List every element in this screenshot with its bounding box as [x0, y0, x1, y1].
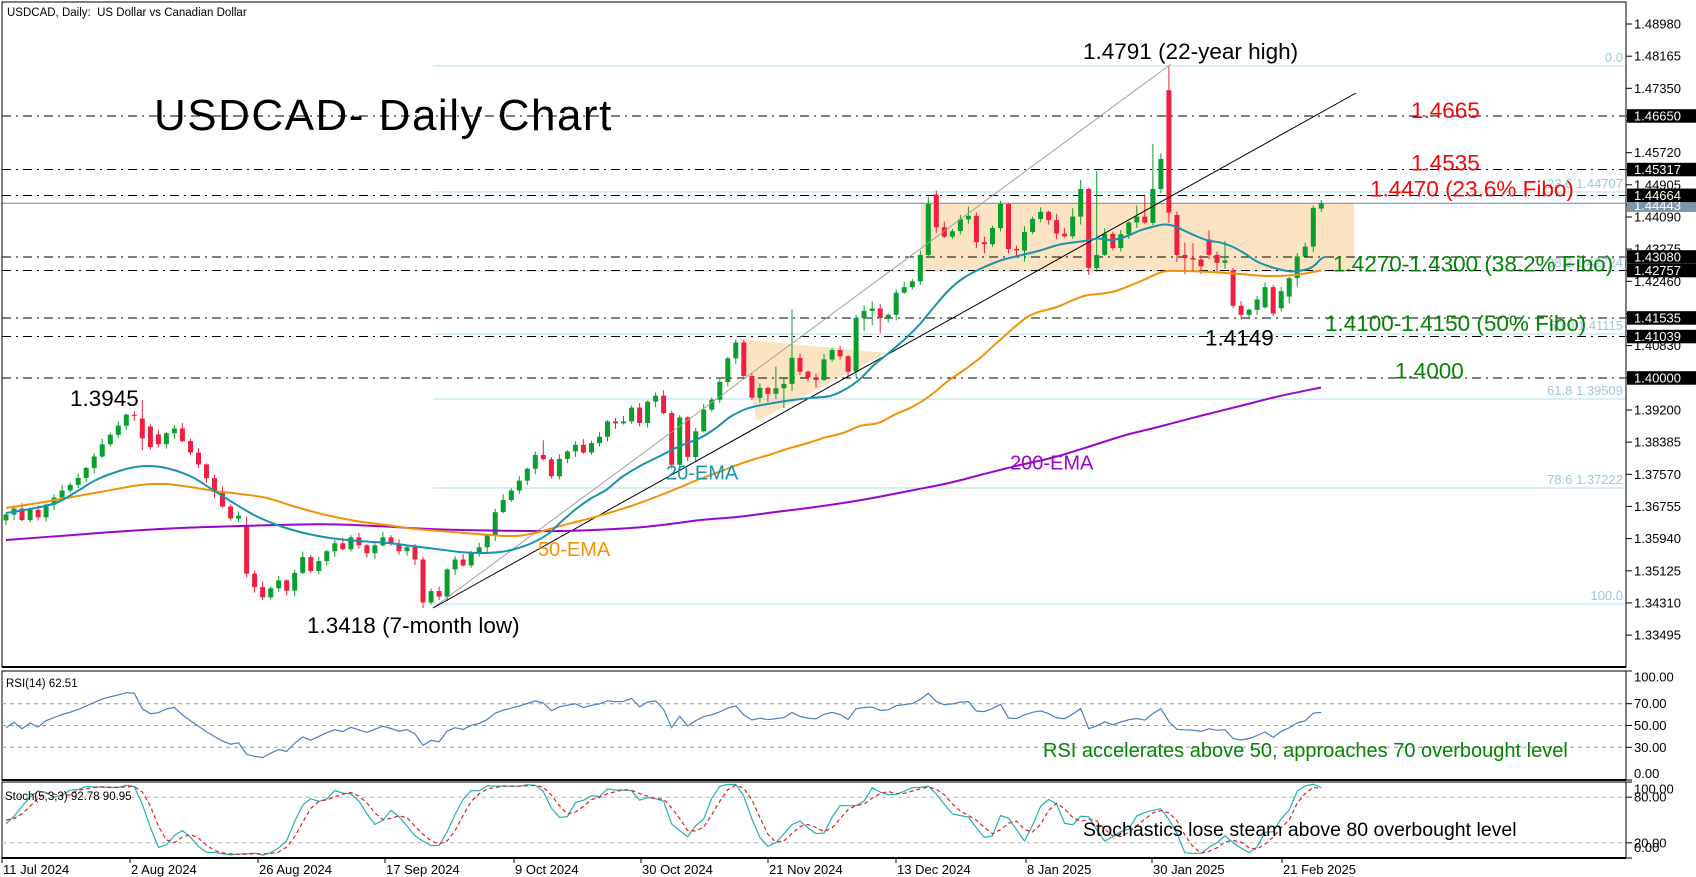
svg-text:1.4149: 1.4149 — [1205, 326, 1274, 351]
svg-text:23.6 1.44707: 23.6 1.44707 — [1547, 176, 1623, 191]
svg-text:11 Jul 2024: 11 Jul 2024 — [3, 862, 69, 877]
svg-text:0.00: 0.00 — [1634, 840, 1659, 855]
svg-text:0.0: 0.0 — [1605, 50, 1623, 65]
svg-text:1.47350: 1.47350 — [1634, 81, 1681, 96]
svg-text:1.4535: 1.4535 — [1411, 151, 1480, 176]
svg-text:100.00: 100.00 — [1634, 670, 1674, 685]
svg-text:1.35125: 1.35125 — [1634, 563, 1681, 578]
svg-text:1.4000: 1.4000 — [1395, 359, 1464, 384]
svg-text:200-EMA: 200-EMA — [1010, 453, 1094, 475]
svg-text:8 Jan 2025: 8 Jan 2025 — [1027, 862, 1091, 877]
svg-text:USDCAD- Daily Chart: USDCAD- Daily Chart — [154, 91, 613, 140]
svg-text:26 Aug 2024: 26 Aug 2024 — [259, 862, 332, 877]
svg-text:20-EMA: 20-EMA — [666, 463, 739, 485]
svg-text:9 Oct 2024: 9 Oct 2024 — [515, 862, 579, 877]
svg-text:13 Dec 2024: 13 Dec 2024 — [897, 862, 971, 877]
svg-text:50-EMA: 50-EMA — [538, 539, 611, 561]
svg-text:1.45720: 1.45720 — [1634, 145, 1681, 160]
svg-text:1.3945: 1.3945 — [70, 386, 139, 411]
svg-text:1.39200: 1.39200 — [1634, 403, 1681, 418]
svg-text:Stoch(5,3,3) 92.78 90.95: Stoch(5,3,3) 92.78 90.95 — [5, 791, 132, 803]
svg-text:Stochastics lose steam above 8: Stochastics lose steam above 80 overboug… — [1083, 819, 1517, 841]
svg-text:1.48165: 1.48165 — [1634, 49, 1681, 64]
svg-text:RSI accelerates above 50, appr: RSI accelerates above 50, approaches 70 … — [1043, 740, 1568, 762]
svg-text:30 Jan 2025: 30 Jan 2025 — [1153, 862, 1225, 877]
svg-text:78.6 1.37222: 78.6 1.37222 — [1547, 472, 1623, 487]
svg-text:1.46650: 1.46650 — [1634, 109, 1681, 124]
svg-text:1.40000: 1.40000 — [1634, 371, 1681, 386]
svg-text:1.41535: 1.41535 — [1634, 311, 1681, 326]
svg-text:1.37570: 1.37570 — [1634, 467, 1681, 482]
svg-text:100.00: 100.00 — [1634, 782, 1674, 797]
svg-text:70.00: 70.00 — [1634, 696, 1667, 711]
svg-text:1.45317: 1.45317 — [1634, 162, 1681, 177]
svg-text:1.4270-1.4300 (38.2% Fibo): 1.4270-1.4300 (38.2% Fibo) — [1333, 252, 1613, 277]
svg-text:80.00: 80.00 — [1634, 790, 1667, 805]
svg-text:50.00: 50.00 — [1634, 718, 1667, 733]
svg-text:30.00: 30.00 — [1634, 740, 1667, 755]
svg-text:61.8 1.39509: 61.8 1.39509 — [1547, 383, 1623, 398]
svg-text:38.2 1.42724: 38.2 1.42724 — [1547, 255, 1623, 270]
svg-text:1.48980: 1.48980 — [1634, 17, 1681, 32]
svg-text:1.4791 (22-year high): 1.4791 (22-year high) — [1083, 39, 1298, 64]
svg-text:20.00: 20.00 — [1634, 835, 1667, 850]
svg-text:21 Nov 2024: 21 Nov 2024 — [769, 862, 843, 877]
svg-text:1.44090: 1.44090 — [1634, 210, 1681, 225]
svg-text:1.4100-1.4150 (50% Fibo): 1.4100-1.4150 (50% Fibo) — [1325, 311, 1586, 336]
svg-text:1.44905: 1.44905 — [1634, 177, 1681, 192]
svg-text:100.0: 100.0 — [1590, 588, 1623, 603]
svg-text:1.43080: 1.43080 — [1634, 250, 1681, 265]
svg-text:1.33495: 1.33495 — [1634, 628, 1681, 643]
svg-text:1.41039: 1.41039 — [1634, 329, 1681, 344]
svg-text:1.42757: 1.42757 — [1634, 263, 1681, 278]
svg-text:1.36755: 1.36755 — [1634, 499, 1681, 514]
svg-text:1.34310: 1.34310 — [1634, 595, 1681, 610]
svg-text:1.35940: 1.35940 — [1634, 531, 1681, 546]
svg-text:1.3418 (7-month low): 1.3418 (7-month low) — [307, 613, 520, 638]
svg-text:2 Aug 2024: 2 Aug 2024 — [131, 862, 197, 877]
svg-text:1.4665: 1.4665 — [1411, 98, 1480, 123]
svg-text:30 Oct 2024: 30 Oct 2024 — [642, 862, 713, 877]
svg-text:1.44664: 1.44664 — [1634, 188, 1681, 203]
svg-text:0.00: 0.00 — [1634, 766, 1659, 781]
svg-text:21 Feb 2025: 21 Feb 2025 — [1283, 862, 1356, 877]
svg-text:RSI(14) 62.51: RSI(14) 62.51 — [6, 678, 78, 690]
svg-text:17 Sep 2024: 17 Sep 2024 — [386, 862, 460, 877]
svg-text:USDCAD, Daily: US Dollar vs C: USDCAD, Daily: US Dollar vs Canadian Dol… — [7, 7, 247, 19]
svg-text:50.0 1.41115: 50.0 1.41115 — [1549, 318, 1623, 333]
svg-text:1.38385: 1.38385 — [1634, 435, 1681, 450]
svg-text:1.42460: 1.42460 — [1634, 274, 1681, 289]
svg-text:1.4470 (23.6% Fibo): 1.4470 (23.6% Fibo) — [1370, 177, 1574, 202]
